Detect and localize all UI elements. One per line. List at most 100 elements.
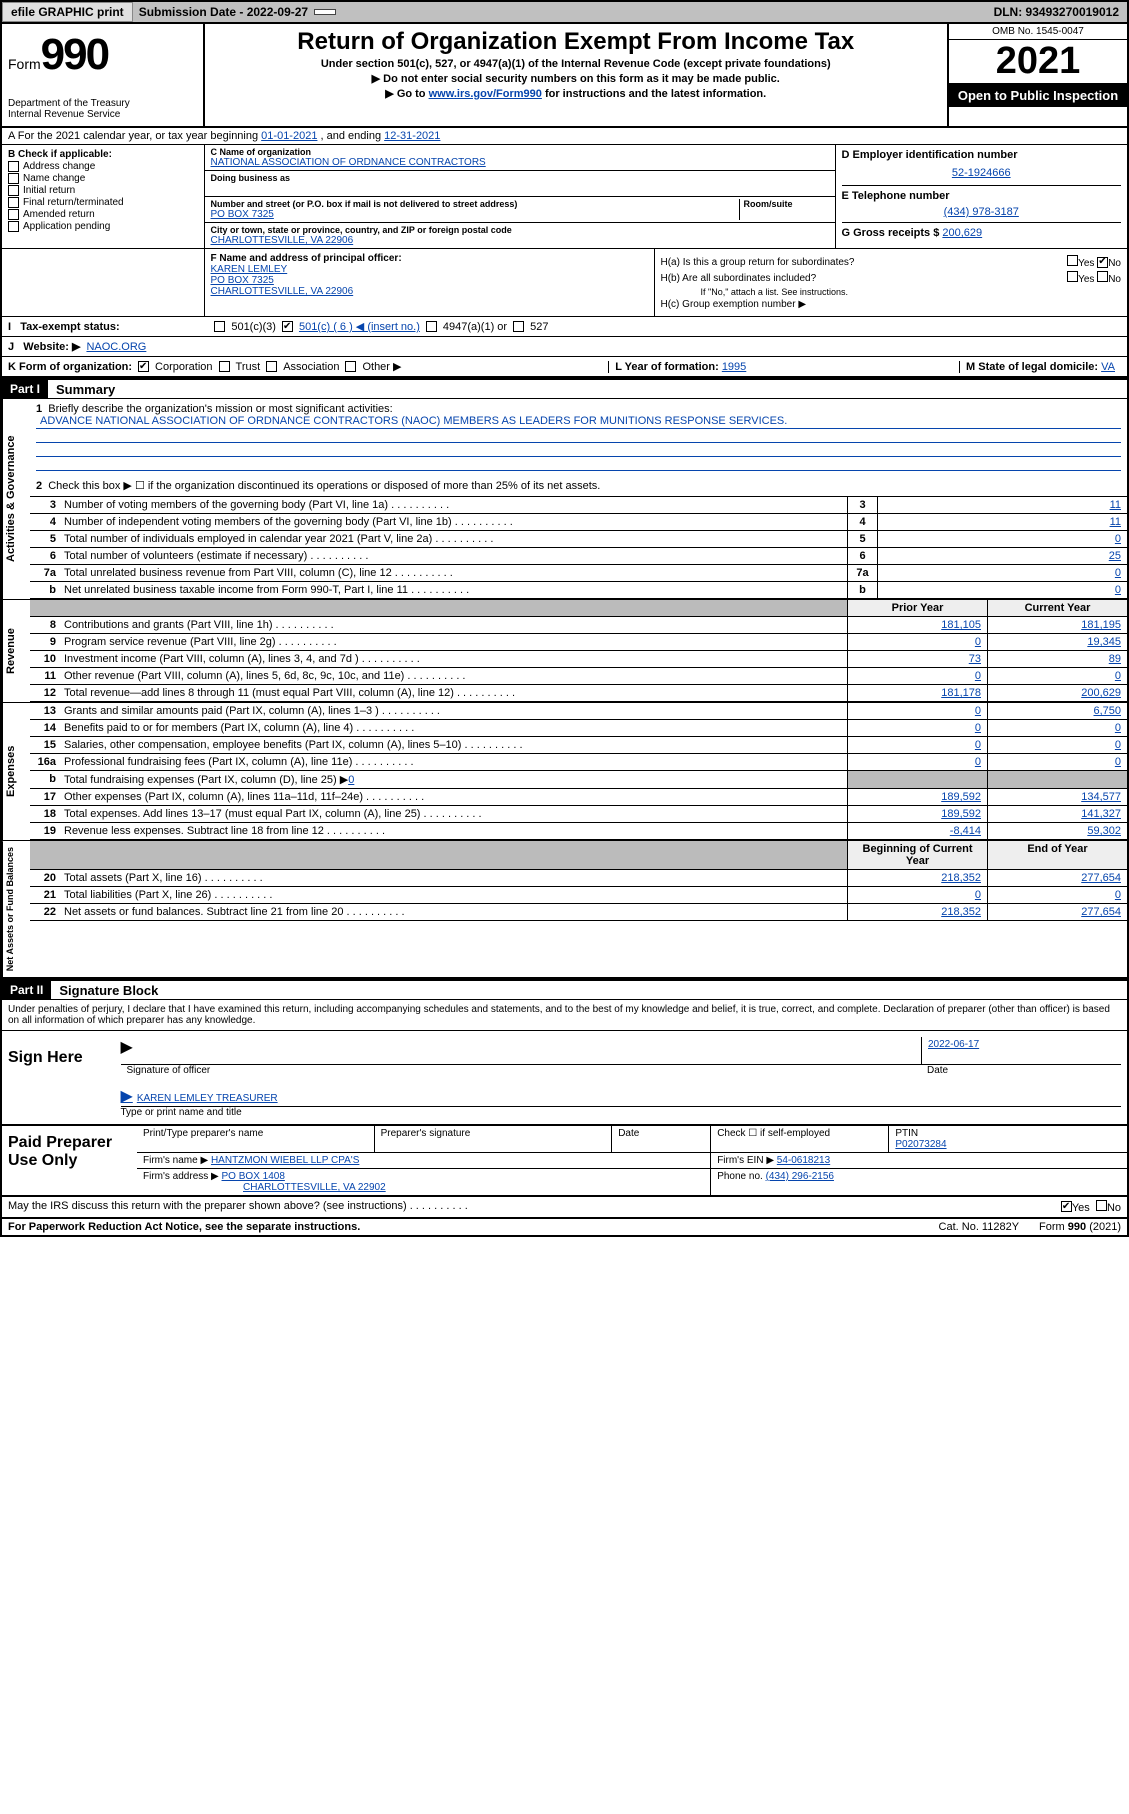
- checkbox-checked-icon[interactable]: [1097, 257, 1108, 268]
- row-num: b: [30, 771, 60, 788]
- line-a-mid: , and ending: [321, 130, 385, 142]
- prior-year-value: 189,592: [847, 789, 987, 805]
- prep-row-3: Firm's address ▶ PO BOX 1408 CHARLOTTESV…: [137, 1169, 1127, 1195]
- current-year-value: 134,577: [987, 789, 1127, 805]
- ein-label: D Employer identification number: [842, 149, 1122, 161]
- officer-city: CHARLOTTESVILLE, VA 22906: [211, 286, 648, 297]
- row-desc: Program service revenue (Part VIII, line…: [60, 634, 847, 650]
- efile-print-button[interactable]: efile GRAPHIC print: [2, 2, 133, 22]
- hc-row: H(c) Group exemption number ▶: [661, 299, 1122, 310]
- checkbox-icon[interactable]: [1067, 271, 1078, 282]
- year-formation: L Year of formation: 1995: [608, 361, 752, 373]
- spacer: [2, 249, 205, 316]
- footer-right: Form 990 (2021): [1039, 1221, 1121, 1233]
- firm-address-cell: Firm's address ▶ PO BOX 1408 CHARLOTTESV…: [137, 1169, 711, 1195]
- checkbox-icon: [8, 221, 19, 232]
- ptin-cell: PTINP02073284: [889, 1126, 1127, 1152]
- org-name: NATIONAL ASSOCIATION OF ORDNANCE CONTRAC…: [211, 157, 829, 168]
- checkbox-checked-icon[interactable]: [1061, 1201, 1072, 1212]
- box-c: C Name of organization NATIONAL ASSOCIAT…: [205, 145, 835, 248]
- checkbox-checked-icon[interactable]: [282, 321, 293, 332]
- officer-street: PO BOX 7325: [211, 275, 648, 286]
- na-header-row: Beginning of Current Year End of Year: [30, 841, 1127, 870]
- checkbox-icon[interactable]: [1096, 1200, 1107, 1211]
- row-num: 9: [30, 634, 60, 650]
- checkbox-icon[interactable]: [219, 361, 230, 372]
- dba-cell: Doing business as: [205, 171, 835, 197]
- prep-date-label: Date: [612, 1126, 711, 1152]
- signature-line[interactable]: [121, 1037, 922, 1064]
- mission-text: ADVANCE NATIONAL ASSOCIATION OF ORDNANCE…: [36, 415, 1121, 429]
- checkbox-icon[interactable]: [345, 361, 356, 372]
- table-row: 21 Total liabilities (Part X, line 26) 0…: [30, 887, 1127, 904]
- ck-initial-return[interactable]: Initial return: [8, 185, 198, 196]
- ck-address-change[interactable]: Address change: [8, 161, 198, 172]
- row-desc: Net assets or fund balances. Subtract li…: [60, 904, 847, 920]
- row-num: 17: [30, 789, 60, 805]
- row-desc: Other revenue (Part VIII, column (A), li…: [60, 668, 847, 684]
- activities-governance-block: Activities & Governance 1 Briefly descri…: [2, 399, 1127, 600]
- revenue-block: Revenue Prior Year Current Year 8 Contri…: [2, 600, 1127, 703]
- ck-amended-return[interactable]: Amended return: [8, 209, 198, 220]
- form-word: Form: [8, 56, 41, 72]
- table-row: b Net unrelated business taxable income …: [30, 582, 1127, 599]
- city-label: City or town, state or province, country…: [211, 225, 829, 235]
- officer-name-signed: KAREN LEMLEY TREASURER: [121, 1086, 1122, 1107]
- row-desc: Salaries, other compensation, employee b…: [60, 737, 847, 753]
- checkbox-icon[interactable]: [266, 361, 277, 372]
- current-year-value: 0: [987, 887, 1127, 903]
- checkbox-icon: [8, 197, 19, 208]
- prior-year-value: 0: [847, 668, 987, 684]
- row-num: 19: [30, 823, 60, 839]
- checkbox-checked-icon[interactable]: [138, 361, 149, 372]
- row-num: 6: [30, 548, 60, 564]
- prior-year-value: 218,352: [847, 904, 987, 920]
- year-end: 12-31-2021: [384, 130, 440, 142]
- city-cell: City or town, state or province, country…: [205, 223, 835, 248]
- checkbox-icon[interactable]: [214, 321, 225, 332]
- form-body: Form990 Department of the Treasury Inter…: [0, 24, 1129, 1237]
- side-label-net-assets: Net Assets or Fund Balances: [2, 841, 30, 977]
- row-num: 13: [30, 703, 60, 719]
- row-num: 21: [30, 887, 60, 903]
- checkbox-icon[interactable]: [426, 321, 437, 332]
- ck-name-change[interactable]: Name change: [8, 173, 198, 184]
- page-footer: For Paperwork Reduction Act Notice, see …: [2, 1219, 1127, 1235]
- blank: [30, 841, 60, 869]
- side-label-expenses: Expenses: [2, 703, 30, 840]
- gross-value: 200,629: [942, 227, 982, 239]
- current-year-value: 6,750: [987, 703, 1127, 719]
- checkbox-icon[interactable]: [1067, 255, 1078, 266]
- table-row: 8 Contributions and grants (Part VIII, l…: [30, 617, 1127, 634]
- checkbox-icon[interactable]: [1097, 271, 1108, 282]
- net-assets-rows: Beginning of Current Year End of Year 20…: [30, 841, 1127, 977]
- footer-mid: Cat. No. 11282Y: [919, 1221, 1040, 1233]
- blank: [60, 600, 847, 616]
- date-label: Date: [921, 1065, 1121, 1076]
- row-desc: Net unrelated business taxable income fr…: [60, 582, 847, 598]
- street-label: Number and street (or P.O. box if mail i…: [211, 199, 739, 209]
- gross-label: G Gross receipts $: [842, 227, 940, 239]
- self-employed-check[interactable]: Check ☐ if self-employed: [711, 1126, 889, 1152]
- ck-application-pending[interactable]: Application pending: [8, 221, 198, 232]
- row-num: 20: [30, 870, 60, 886]
- end-year-header: End of Year: [987, 841, 1127, 869]
- checkbox-icon: [8, 185, 19, 196]
- expenses-rows: 13 Grants and similar amounts paid (Part…: [30, 703, 1127, 840]
- checkbox-icon: [8, 161, 19, 172]
- ck-final-return[interactable]: Final return/terminated: [8, 197, 198, 208]
- row-desc: Total number of individuals employed in …: [60, 531, 847, 547]
- line-1-desc: Briefly describe the organization's miss…: [48, 403, 392, 415]
- current-year-value: 59,302: [987, 823, 1127, 839]
- table-row: 4 Number of independent voting members o…: [30, 514, 1127, 531]
- irs-link[interactable]: www.irs.gov/Form990: [429, 88, 542, 100]
- checkbox-icon[interactable]: [513, 321, 524, 332]
- row-desc: Number of independent voting members of …: [60, 514, 847, 530]
- year-begin: 01-01-2021: [261, 130, 317, 142]
- row-key: 6: [847, 548, 877, 564]
- row-num: 5: [30, 531, 60, 547]
- website-row: J Website: ▶ NAOC.ORG: [2, 337, 1127, 357]
- website-value[interactable]: NAOC.ORG: [86, 341, 146, 353]
- paid-preparer-label: Paid Preparer Use Only: [2, 1126, 137, 1195]
- prior-year-value: 181,105: [847, 617, 987, 633]
